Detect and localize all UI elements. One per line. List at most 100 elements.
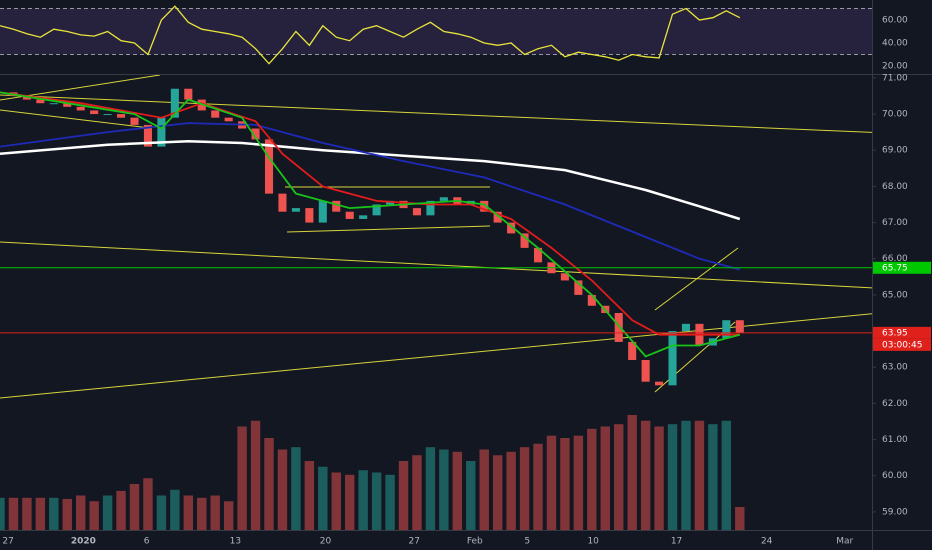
volume-bar — [466, 461, 476, 530]
y-tick-label: 70.00 — [882, 110, 908, 120]
y-tick-label: 60.00 — [882, 471, 908, 481]
x-tick-label: 20 — [320, 537, 332, 547]
volume-bar — [600, 426, 610, 530]
volume-bar — [614, 424, 624, 530]
candle — [22, 95, 31, 100]
candle — [157, 117, 166, 147]
candle — [184, 88, 193, 100]
last-price-label: 63.95 — [882, 328, 908, 338]
volume-bar — [412, 455, 422, 530]
candle — [587, 294, 596, 306]
volume-bar — [129, 484, 140, 530]
volume-bar — [264, 438, 274, 530]
candle — [264, 139, 274, 194]
candle — [574, 280, 583, 295]
volume-bar — [506, 451, 516, 530]
x-tick-label: 27 — [2, 537, 13, 547]
volume-bar — [546, 435, 557, 530]
candle — [251, 128, 260, 140]
volume-bar — [533, 443, 543, 530]
price-layer — [0, 88, 872, 386]
y-tick-label: 71.00 — [882, 73, 908, 83]
volume-bar — [291, 447, 301, 530]
candle — [49, 103, 58, 105]
axes: 71.00 70.00 69.00 68.00 67.00 66.00 65.00 63.00… — [2, 73, 931, 547]
candle — [681, 323, 691, 332]
volume-bar — [519, 447, 530, 530]
candle — [117, 114, 126, 118]
volume-bar — [89, 501, 99, 530]
candle — [359, 215, 368, 219]
x-tick-label: 17 — [671, 537, 682, 547]
x-tick-label: 2020 — [71, 537, 96, 547]
countdown: 03:00:45 — [882, 340, 922, 350]
trend-lines — [0, 75, 872, 399]
volume-bar — [587, 428, 597, 530]
candle — [507, 222, 516, 234]
x-tick-label: 5 — [524, 537, 530, 547]
candle — [103, 114, 112, 116]
volume-bar — [398, 461, 409, 530]
candle — [76, 106, 85, 111]
volume-bar — [143, 478, 153, 530]
candle — [372, 204, 381, 216]
volume-bar — [183, 495, 194, 530]
candle — [641, 360, 650, 382]
volume-bar — [22, 497, 32, 530]
candle — [345, 211, 354, 219]
candle — [90, 110, 99, 115]
rsi-band — [0, 8, 872, 55]
wedge-line — [654, 247, 739, 311]
volume-bar — [385, 474, 395, 530]
volume-bar — [345, 474, 355, 530]
x-tick-label: 13 — [230, 537, 241, 547]
volume-bar — [573, 435, 584, 530]
candle — [211, 110, 220, 118]
candle — [143, 124, 152, 147]
y-tick-label: 69.00 — [882, 146, 908, 156]
alert-level-badge — [873, 261, 931, 274]
rsi-tick-label: 20.00 — [882, 61, 908, 71]
candle — [668, 331, 677, 386]
volume-bar — [116, 490, 126, 530]
volume-bar — [358, 470, 368, 530]
candle — [560, 273, 569, 281]
volume-bar — [35, 497, 46, 530]
x-tick-label: 6 — [144, 537, 150, 547]
trend-line — [0, 313, 872, 399]
y-tick-label: 59.00 — [882, 507, 908, 517]
volume-bar — [49, 497, 59, 530]
y-tick-label: 65.00 — [882, 290, 908, 300]
candle — [224, 117, 233, 122]
volume-bar — [667, 424, 678, 530]
countdown-badge — [873, 338, 931, 351]
candle — [36, 99, 45, 104]
candle — [614, 312, 623, 342]
y-tick-label: 63.00 — [882, 363, 908, 373]
volume-bar — [102, 495, 113, 530]
volume-bar — [735, 507, 745, 530]
volume-bar — [62, 498, 72, 530]
rsi-tick-label: 60.00 — [882, 15, 908, 25]
volume-bar — [75, 495, 86, 530]
trend-line — [0, 241, 872, 289]
volume-bar — [331, 472, 341, 530]
volume-bar — [210, 495, 220, 530]
volume-bar — [250, 420, 261, 530]
volume-bar — [425, 447, 436, 530]
volume-bar — [721, 420, 732, 530]
volume-bar — [223, 501, 234, 530]
candle — [480, 200, 489, 212]
alert-level-label: 65.75 — [882, 263, 908, 273]
candle — [291, 208, 300, 212]
x-tick-label: 10 — [587, 537, 599, 547]
candle — [533, 247, 543, 263]
moving-average — [0, 122, 741, 271]
x-tick-label: 24 — [761, 537, 773, 547]
channel-line — [286, 225, 491, 233]
moving-average — [0, 91, 741, 358]
candle — [426, 200, 435, 216]
volume-bar — [627, 415, 637, 530]
trend-line — [0, 94, 872, 133]
